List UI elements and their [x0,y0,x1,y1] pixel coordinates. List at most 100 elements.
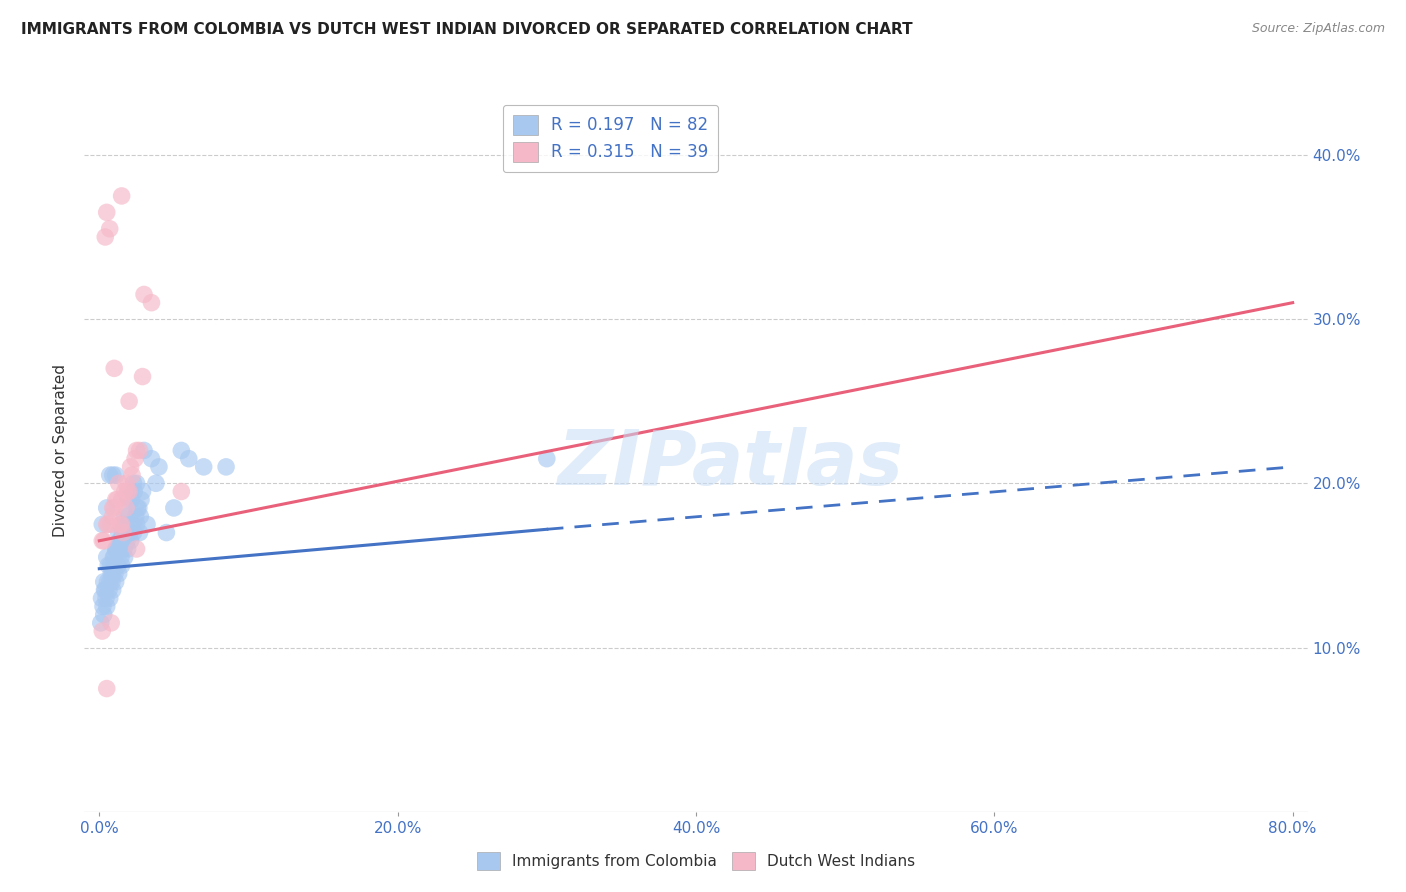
Point [96,681,118,696]
Point [91,624,114,639]
Point [94,591,117,606]
Point [91,517,114,532]
Point [124,484,146,499]
Point [177,451,200,466]
Point [104,492,127,507]
Point [148,459,170,474]
Point [100,558,122,573]
Point [103,361,125,376]
Point [103,550,125,565]
Point [100,517,122,532]
Point [104,468,127,483]
Point [118,394,141,409]
Point [114,509,136,524]
Point [170,484,193,499]
Point [111,517,134,532]
Point [90,591,112,606]
Point [121,517,143,532]
Point [125,517,148,532]
Point [111,517,134,532]
Point [105,492,128,507]
Point [91,599,114,614]
Point [132,443,155,458]
Point [111,533,134,548]
Point [115,500,138,515]
Point [97,558,120,573]
Point [122,525,145,540]
Point [103,500,125,515]
Point [141,295,163,310]
Point [117,541,139,556]
Point [100,566,122,581]
Point [103,558,125,573]
Point [215,459,238,474]
Point [114,517,136,532]
Text: ZIPatlas: ZIPatlas [558,427,904,500]
Point [107,525,129,540]
Point [111,525,134,540]
Point [107,566,129,581]
Point [96,599,118,614]
Point [125,443,148,458]
Point [101,582,124,597]
Point [94,582,117,597]
Point [120,459,142,474]
Point [111,492,134,507]
Point [98,221,121,235]
Point [128,525,150,540]
Point [112,541,135,556]
Point [101,500,124,515]
Point [114,484,136,499]
Point [98,468,121,483]
Point [117,509,139,524]
Point [141,451,163,466]
Point [94,230,117,244]
Point [111,558,134,573]
Point [115,476,138,491]
Point [105,541,128,556]
Point [193,459,215,474]
Point [131,369,153,384]
Point [107,541,129,556]
Point [129,509,152,524]
Point [93,533,115,548]
Text: Source: ZipAtlas.com: Source: ZipAtlas.com [1251,22,1385,36]
Point [90,615,112,630]
Point [101,566,124,581]
Point [124,451,146,466]
Point [98,591,121,606]
Point [114,550,136,565]
Point [96,517,118,532]
Point [117,484,139,499]
Point [132,287,155,301]
Point [128,500,150,515]
Point [96,574,118,589]
Point [96,550,118,565]
Point [93,607,115,622]
Point [170,443,193,458]
Point [127,500,149,515]
Y-axis label: Divorced or Separated: Divorced or Separated [53,364,69,537]
Point [536,451,558,466]
Point [128,443,150,458]
Point [122,476,145,491]
Point [93,582,115,597]
Point [163,500,186,515]
Point [108,517,131,532]
Point [108,533,131,548]
Text: IMMIGRANTS FROM COLOMBIA VS DUTCH WEST INDIAN DIVORCED OR SEPARATED CORRELATION : IMMIGRANTS FROM COLOMBIA VS DUTCH WEST I… [21,22,912,37]
Point [111,189,134,203]
Point [96,205,118,219]
Point [91,533,114,548]
Legend: Immigrants from Colombia, Dutch West Indians: Immigrants from Colombia, Dutch West Ind… [471,846,921,876]
Point [107,558,129,573]
Point [112,525,135,540]
Point [129,492,152,507]
Point [104,566,127,581]
Point [155,525,177,540]
Point [120,484,142,499]
Point [93,574,115,589]
Point [145,476,167,491]
Point [108,533,131,548]
Point [98,574,121,589]
